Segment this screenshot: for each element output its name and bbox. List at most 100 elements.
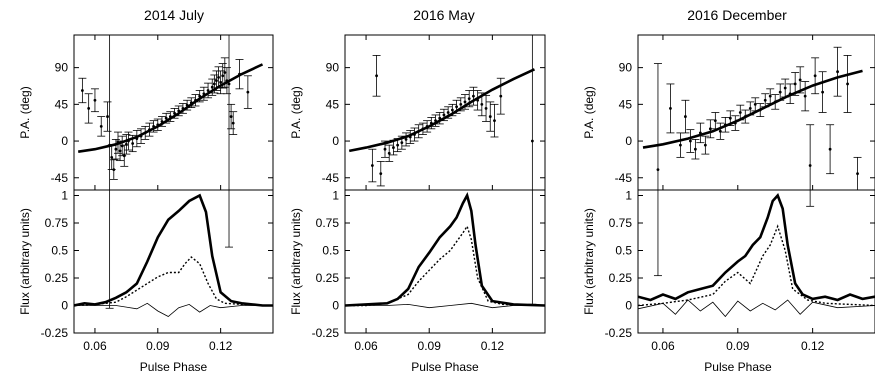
flux-series-thin [74, 302, 273, 317]
pa-point [164, 116, 168, 120]
pa-point [370, 164, 374, 167]
flux-xtick-label: 0.06 [651, 339, 675, 353]
pa-data-0 [78, 35, 264, 309]
pa-point [229, 115, 233, 118]
pa-point [87, 107, 91, 110]
flux-frame-0 [73, 189, 274, 334]
pa-point [459, 102, 463, 106]
flux-ytick-label: 0 [332, 299, 339, 313]
flux-data-1 [345, 192, 545, 309]
flux-series-thick [345, 192, 545, 307]
pa-point [379, 172, 383, 176]
pa-point [231, 121, 235, 125]
panel-title-3: 2016 December [687, 7, 787, 23]
pa-ytick-label: 90 [55, 61, 69, 75]
pa-data-1 [348, 35, 537, 305]
pa-ytick-label: 45 [55, 97, 69, 111]
pa-model-curve [642, 69, 863, 149]
pa-point [738, 111, 742, 114]
pa-point [400, 141, 404, 145]
pa-point [375, 74, 378, 78]
pa-point [828, 147, 832, 151]
pa-ytick-label: -45 [615, 171, 633, 185]
pa-point [793, 82, 797, 86]
flux-ytick-label: 0.75 [609, 216, 633, 230]
flux-series-thin [638, 299, 875, 318]
pa-point [404, 138, 408, 141]
pa-point [679, 143, 682, 147]
pa-point [688, 139, 692, 143]
flux-series-thick [74, 193, 273, 307]
pa-frame-1 [344, 34, 546, 191]
flux-ytick-label: 0.25 [609, 271, 633, 285]
pa-point [753, 102, 757, 106]
plot-area: -45 0 45 90 P.A. (deg) -0.25 0 0.25 0.5 0.75 1 0.06… [18, 34, 875, 374]
pa-point [778, 90, 782, 94]
pa-point [223, 71, 227, 74]
pa-point [669, 107, 672, 110]
pa-point [383, 147, 387, 151]
flux-xtick-label: 0.09 [418, 339, 442, 353]
flux-ytick-label: 0 [625, 299, 632, 313]
flux-data-2 [638, 193, 875, 318]
pa-point [530, 139, 534, 143]
pa-point [718, 129, 722, 133]
flux-series-dotted [74, 256, 273, 307]
pa-point [656, 168, 660, 172]
flux-ytick-label: -0.25 [312, 326, 340, 340]
flux-xtick-label: 0.12 [801, 339, 825, 353]
pa-ytick-label: 0 [332, 134, 339, 148]
flux-ylabel: Flux (arbitrary units) [582, 208, 596, 315]
pa-ylabel: P.A. (deg) [289, 86, 303, 138]
pa-point [118, 149, 122, 153]
pa-point [80, 89, 84, 92]
pa-model-curve [78, 63, 264, 153]
flux-ytick-label: 0.75 [316, 216, 340, 230]
pa-ytick-label: 45 [326, 97, 340, 111]
flux-series-thick [638, 193, 875, 302]
pa-point [846, 82, 849, 86]
pa-point [488, 115, 492, 118]
pa-point [484, 107, 488, 110]
flux-ytick-label: 0.25 [45, 271, 69, 285]
pa-data-2 [642, 46, 863, 277]
flux-xtick-label: 0.12 [481, 339, 505, 353]
flux-series-dotted [638, 224, 875, 307]
flux-frame-1 [344, 189, 546, 334]
pa-point [442, 113, 446, 117]
pa-point [99, 124, 103, 128]
pa-point [93, 98, 97, 102]
flux-ytick-label: 1 [61, 189, 68, 203]
pa-point [106, 115, 109, 118]
pa-ylabel: P.A. (deg) [582, 86, 596, 138]
pa-point [684, 115, 687, 118]
flux-xtick-label: 0.06 [83, 339, 107, 353]
pa-point [210, 85, 214, 89]
pa-point [463, 100, 467, 104]
pa-point [446, 111, 450, 114]
pa-model-curve [348, 68, 536, 153]
pa-point [693, 147, 697, 151]
flux-series-thin [345, 302, 545, 309]
pa-point [221, 74, 225, 78]
flux-ylabel: Flux (arbitrary units) [289, 208, 303, 315]
pa-point [748, 107, 752, 110]
pa-point [215, 79, 218, 83]
flux-xlabel: Pulse Phase [140, 360, 208, 374]
pa-point [227, 82, 231, 86]
pa-point [493, 119, 496, 123]
flux-ytick-label: 0.5 [51, 244, 68, 258]
pa-point [728, 116, 732, 120]
pa-point [110, 155, 114, 159]
pa-ytick-label: 0 [61, 134, 68, 148]
pa-point [455, 105, 458, 109]
pa-point [212, 82, 216, 86]
flux-ytick-label: 1 [332, 189, 339, 203]
pa-point [768, 94, 772, 98]
pa-point [783, 86, 787, 90]
flux-ytick-label: 0.25 [316, 271, 340, 285]
pa-point [472, 94, 475, 98]
pa-point [396, 143, 400, 147]
flux-ytick-label: 0 [61, 299, 68, 313]
